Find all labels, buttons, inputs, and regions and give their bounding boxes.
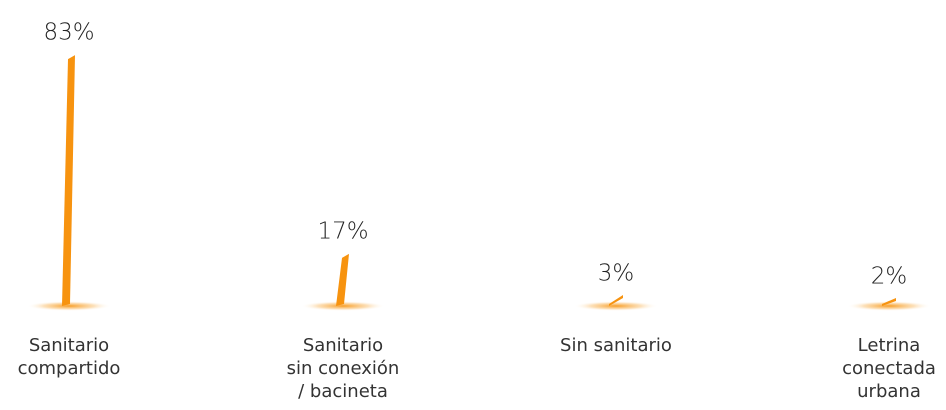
category-label: Sanitario sin conexión / bacineta: [286, 335, 400, 402]
bar: [609, 294, 623, 306]
bar-glow: [574, 301, 658, 311]
bar-glow: [27, 301, 111, 311]
bar-glow: [847, 301, 931, 311]
bar: [882, 297, 896, 306]
bar: [336, 253, 349, 306]
category-label: Sin sanitario: [560, 335, 672, 356]
value-label: 3%: [598, 260, 635, 286]
value-label: 83%: [43, 20, 94, 46]
category-label: Letrina conectada urbana: [842, 335, 936, 402]
category-label: Sanitario compartido: [17, 335, 121, 379]
value-label: 17%: [317, 218, 368, 244]
value-label: 2%: [871, 263, 908, 289]
bar: [62, 55, 75, 306]
bar-glow: [301, 301, 385, 311]
